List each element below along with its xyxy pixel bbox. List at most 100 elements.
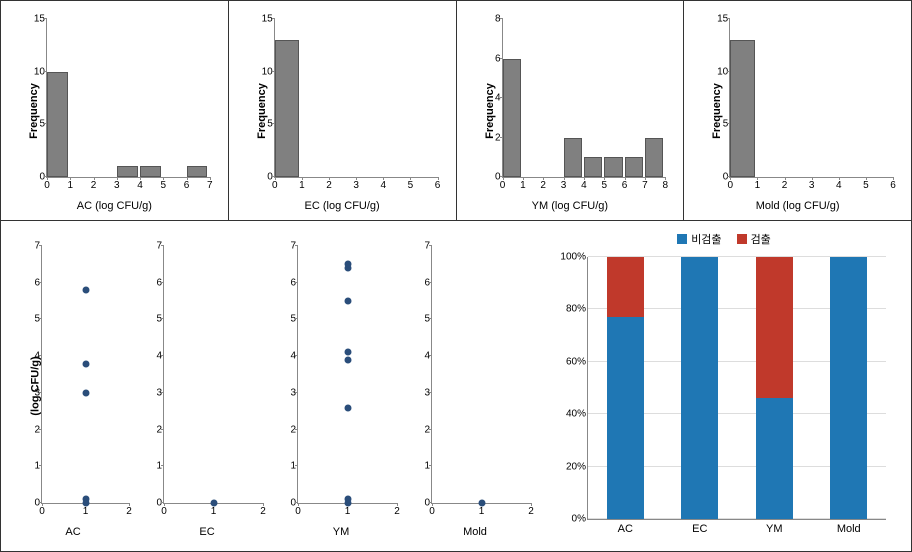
y-tick: 6 bbox=[282, 277, 296, 288]
x-tick-mark bbox=[564, 177, 565, 180]
x-tick-mark bbox=[275, 177, 276, 180]
scatter-point bbox=[344, 349, 351, 356]
hist-bar bbox=[117, 166, 138, 177]
x-tick-mark bbox=[42, 503, 43, 506]
hist-bar bbox=[503, 59, 521, 178]
x-tick: 6 bbox=[435, 180, 441, 191]
y-tick-mark bbox=[295, 465, 298, 466]
y-tick-mark bbox=[500, 18, 503, 19]
y-axis-label: Frequency bbox=[256, 83, 268, 139]
y-tick: 5 bbox=[26, 314, 40, 325]
x-tick-mark bbox=[584, 177, 585, 180]
y-tick-mark bbox=[429, 429, 432, 430]
x-tick-mark bbox=[866, 177, 867, 180]
x-tick: 0 bbox=[500, 180, 506, 191]
x-tick: 3 bbox=[114, 180, 120, 191]
stacked-bar bbox=[756, 257, 793, 519]
x-tick-mark bbox=[503, 177, 504, 180]
legend-label: 검출 bbox=[751, 231, 771, 247]
x-tick: 7 bbox=[207, 180, 213, 191]
category-label: EC bbox=[692, 523, 707, 535]
y-tick: 20% bbox=[556, 461, 586, 472]
stacked-segment bbox=[756, 257, 793, 398]
x-tick-mark bbox=[94, 177, 95, 180]
y-tick-mark bbox=[39, 245, 42, 246]
scatter-point bbox=[82, 389, 89, 396]
x-tick: 1 bbox=[83, 506, 89, 517]
x-tick-mark bbox=[757, 177, 758, 180]
y-tick: 6 bbox=[483, 53, 501, 64]
y-tick: 3 bbox=[148, 387, 162, 398]
y-tick: 15 bbox=[255, 14, 273, 25]
x-tick-mark bbox=[785, 177, 786, 180]
y-tick: 4 bbox=[416, 351, 430, 362]
y-tick: 15 bbox=[710, 14, 728, 25]
y-tick-mark bbox=[429, 245, 432, 246]
scatter-point bbox=[344, 496, 351, 503]
x-tick-mark bbox=[812, 177, 813, 180]
x-tick: 6 bbox=[184, 180, 190, 191]
hist-bar bbox=[47, 72, 68, 177]
y-tick: 2 bbox=[282, 424, 296, 435]
x-tick-mark bbox=[893, 177, 894, 180]
x-tick: 1 bbox=[211, 506, 217, 517]
x-tick: 2 bbox=[91, 180, 97, 191]
legend-label: 비검출 bbox=[691, 231, 721, 247]
scatter-chart: EC01234567012 bbox=[145, 236, 269, 536]
y-tick: 3 bbox=[416, 387, 430, 398]
y-axis-label: Frequency bbox=[483, 83, 495, 139]
y-tick-mark bbox=[272, 18, 275, 19]
stacked-chart: 0%20%40%60%80%100%ACECYMMold bbox=[552, 252, 896, 540]
scatter-panel-ac: (log CFU/g)AC01234567012 bbox=[6, 231, 140, 541]
x-tick-mark bbox=[263, 503, 264, 506]
scatter-point bbox=[344, 356, 351, 363]
x-tick: 2 bbox=[260, 506, 266, 517]
y-tick-mark bbox=[295, 355, 298, 356]
y-tick-mark bbox=[295, 318, 298, 319]
x-tick: 0 bbox=[44, 180, 50, 191]
x-axis-label: Mold bbox=[413, 526, 537, 538]
y-tick-mark bbox=[39, 318, 42, 319]
x-tick: 4 bbox=[836, 180, 842, 191]
y-tick: 15 bbox=[27, 14, 45, 25]
x-axis-label: YM bbox=[279, 526, 403, 538]
hist-bar bbox=[275, 40, 299, 177]
x-tick-mark bbox=[625, 177, 626, 180]
y-axis-label: (log CFU/g) bbox=[30, 356, 42, 415]
category-label: Mold bbox=[837, 523, 861, 535]
hist-bar bbox=[604, 157, 622, 177]
y-tick: 5 bbox=[148, 314, 162, 325]
x-tick-mark bbox=[117, 177, 118, 180]
y-tick: 0 bbox=[483, 172, 501, 183]
hist-chart: FrequencyMold (log CFU/g)0510150123456 bbox=[694, 11, 901, 210]
y-tick: 0 bbox=[148, 498, 162, 509]
x-tick-mark bbox=[129, 503, 130, 506]
y-tick: 0 bbox=[255, 172, 273, 183]
y-tick-mark bbox=[161, 318, 164, 319]
scatter-panel-ec: EC01234567012 bbox=[140, 231, 274, 541]
y-tick: 5 bbox=[27, 119, 45, 130]
y-tick-mark bbox=[161, 392, 164, 393]
y-tick: 60% bbox=[556, 356, 586, 367]
x-tick: 1 bbox=[299, 180, 305, 191]
y-tick: 3 bbox=[282, 387, 296, 398]
hist-chart: FrequencyEC (log CFU/g)0510150123456 bbox=[239, 11, 446, 210]
x-tick: 2 bbox=[540, 180, 546, 191]
y-tick: 0% bbox=[556, 514, 586, 525]
y-tick-mark bbox=[295, 429, 298, 430]
y-tick-mark bbox=[429, 355, 432, 356]
y-tick-mark bbox=[39, 355, 42, 356]
x-tick: 5 bbox=[863, 180, 869, 191]
x-tick: 3 bbox=[353, 180, 359, 191]
legend-item: 검출 bbox=[737, 231, 771, 247]
scatter-chart: YM01234567012 bbox=[279, 236, 403, 536]
y-tick: 1 bbox=[148, 461, 162, 472]
bottom-row: (log CFU/g)AC01234567012EC01234567012YM0… bbox=[1, 221, 911, 551]
y-tick: 6 bbox=[26, 277, 40, 288]
x-tick: 0 bbox=[272, 180, 278, 191]
x-tick: 3 bbox=[809, 180, 815, 191]
y-tick: 5 bbox=[255, 119, 273, 130]
y-tick: 7 bbox=[148, 241, 162, 252]
y-tick-mark bbox=[429, 392, 432, 393]
hist-bar bbox=[140, 166, 161, 177]
